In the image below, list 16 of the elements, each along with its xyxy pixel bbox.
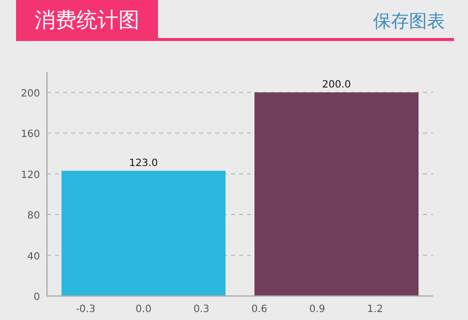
x-tick-label: 0.0 [136, 304, 152, 315]
data-label: 200.0 [322, 79, 351, 90]
annotation: 保存图表 [373, 11, 445, 32]
x-tick-label: 0.9 [309, 304, 326, 315]
x-tick-label: 0.6 [251, 304, 268, 315]
x-tick-label: 1.2 [367, 304, 384, 315]
data-label: 123.0 [129, 158, 158, 169]
y-tick-label: 40 [27, 251, 40, 262]
y-tick-label: 80 [27, 210, 40, 222]
x-tick-label: 0.3 [193, 304, 210, 315]
title: 消费统计图 [34, 8, 140, 32]
y-tick-label: 160 [20, 129, 40, 140]
x-tick-label: -0.3 [76, 304, 96, 315]
y-tick-label: 0 [34, 292, 40, 303]
y-tick-label: 120 [20, 170, 40, 181]
y-tick-label: 200 [20, 88, 40, 100]
